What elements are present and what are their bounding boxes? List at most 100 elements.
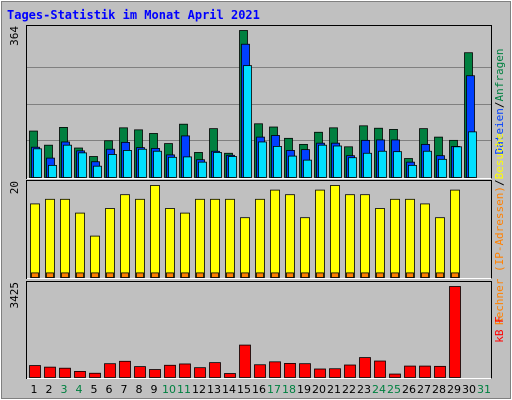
x-tick-day-11: 11 [177, 383, 191, 396]
x-tick-day-19: 19 [297, 383, 311, 396]
bar-kb-f-day-14 [224, 373, 236, 378]
panel-kbytes: 3425 kB F [8, 281, 506, 379]
bar-besuche-day-1 [30, 203, 40, 278]
bar-rechner-ip-adressen--day-21 [331, 272, 339, 278]
bar-seiten-day-9 [153, 150, 162, 178]
bar-rechner-ip-adressen--day-20 [316, 272, 324, 278]
legend-entry: / [493, 179, 506, 186]
bar-rechner-ip-adressen--day-4 [76, 272, 84, 278]
bar-kb-f-day-2 [44, 366, 56, 378]
y-axis-max-label: 3425 [8, 282, 21, 309]
bar-besuche-day-8 [135, 198, 145, 278]
bar-besuche-day-22 [345, 194, 355, 278]
panel-hits-legend: Dateien/Anfragen [493, 49, 506, 155]
bar-seiten-day-18 [288, 155, 297, 178]
bar-seiten-day-20 [318, 144, 327, 178]
bar-seiten-day-3 [63, 144, 72, 178]
bar-rechner-ip-adressen--day-11 [181, 272, 189, 278]
bar-seiten-day-16 [258, 141, 267, 178]
x-tick-day-14: 14 [222, 383, 236, 396]
panel-visits: 20 Rechner (IP-Adressen)/Besuche [8, 133, 506, 325]
bar-kb-f-day-11 [179, 363, 191, 378]
panel-hits: 364 Dateien/Anfragen [8, 25, 506, 179]
bar-rechner-ip-adressen--day-10 [166, 272, 174, 278]
bar-kb-f-day-1 [29, 365, 41, 378]
x-tick-day-20: 20 [312, 383, 326, 396]
panel-kbytes-frame [26, 281, 492, 379]
bar-kb-f-day-19 [299, 363, 311, 378]
bar-seiten-day-19 [303, 159, 312, 178]
x-tick-day-30: 30 [462, 383, 476, 396]
bar-rechner-ip-adressen--day-1 [31, 272, 39, 278]
bar-seiten-day-10 [168, 156, 177, 178]
x-tick-day-4: 4 [76, 383, 83, 396]
y-axis-max-label: 20 [8, 181, 21, 194]
bar-seiten-day-25 [393, 151, 402, 178]
bar-besuche-day-28 [435, 217, 445, 278]
x-tick-day-16: 16 [252, 383, 266, 396]
x-tick-day-29: 29 [447, 383, 461, 396]
bar-besuche-day-20 [315, 189, 325, 278]
bar-besuche-day-17 [270, 189, 280, 278]
bar-kb-f-day-7 [119, 360, 131, 378]
x-tick-day-21: 21 [327, 383, 341, 396]
bar-rechner-ip-adressen--day-15 [241, 272, 249, 278]
x-tick-day-15: 15 [237, 383, 251, 396]
x-tick-day-25: 25 [387, 383, 401, 396]
bar-rechner-ip-adressen--day-25 [391, 272, 399, 278]
bar-besuche-day-5 [90, 235, 100, 278]
bar-rechner-ip-adressen--day-22 [346, 272, 354, 278]
bar-kb-f-day-22 [344, 364, 356, 378]
bar-seiten-day-14 [228, 156, 237, 178]
bar-rechner-ip-adressen--day-29 [451, 272, 459, 278]
x-tick-day-6: 6 [106, 383, 113, 396]
bar-besuche-day-11 [180, 212, 190, 278]
bar-rechner-ip-adressen--day-24 [376, 272, 384, 278]
x-tick-day-12: 12 [192, 383, 206, 396]
bar-kb-f-day-13 [209, 362, 221, 378]
bar-seiten-day-12 [198, 161, 207, 178]
bar-besuche-day-25 [390, 198, 400, 278]
panel-visits-legend: Rechner (IP-Adressen)/Besuche [493, 133, 506, 325]
bar-seiten-day-26 [408, 164, 417, 178]
legend-entry: Dateien [493, 108, 506, 154]
bar-rechner-ip-adressen--day-28 [436, 272, 444, 278]
x-tick-day-31: 31 [477, 383, 491, 396]
x-tick-day-23: 23 [357, 383, 371, 396]
bar-kb-f-day-24 [374, 360, 386, 378]
bar-seiten-day-17 [273, 146, 282, 178]
bar-kb-f-day-9 [149, 369, 161, 378]
panel-hits-bars [29, 30, 477, 178]
bar-rechner-ip-adressen--day-27 [421, 272, 429, 278]
bar-seiten-day-13 [213, 152, 222, 178]
x-tick-day-5: 5 [91, 383, 98, 396]
bar-kb-f-day-18 [284, 363, 296, 378]
bar-rechner-ip-adressen--day-26 [406, 272, 414, 278]
bar-besuche-day-26 [405, 198, 415, 278]
bar-seiten-day-4 [78, 152, 87, 178]
bar-kb-f-day-28 [434, 365, 446, 378]
bar-besuche-day-19 [300, 217, 310, 278]
bar-besuche-day-16 [255, 198, 265, 278]
bar-seiten-day-5 [93, 165, 102, 178]
bar-rechner-ip-adressen--day-9 [151, 272, 159, 278]
bar-kb-f-day-3 [59, 367, 71, 378]
bar-kb-f-day-10 [164, 364, 176, 378]
bar-seiten-day-29 [453, 146, 462, 178]
bar-rechner-ip-adressen--day-5 [91, 272, 99, 278]
x-tick-day-18: 18 [282, 383, 296, 396]
legend-entry: Anfragen [493, 49, 506, 102]
bar-kb-f-day-4 [74, 370, 86, 378]
bar-kb-f-day-5 [89, 372, 101, 378]
bar-kb-f-day-25 [389, 373, 401, 378]
bar-kb-f-day-27 [419, 365, 431, 378]
bar-besuche-day-7 [120, 194, 130, 278]
bar-besuche-day-9 [150, 185, 160, 278]
bar-kb-f-day-12 [194, 367, 206, 378]
bar-besuche-day-18 [285, 194, 295, 278]
bar-rechner-ip-adressen--day-7 [121, 272, 129, 278]
legend-entry: Rechner (IP-Adressen) [493, 186, 506, 325]
